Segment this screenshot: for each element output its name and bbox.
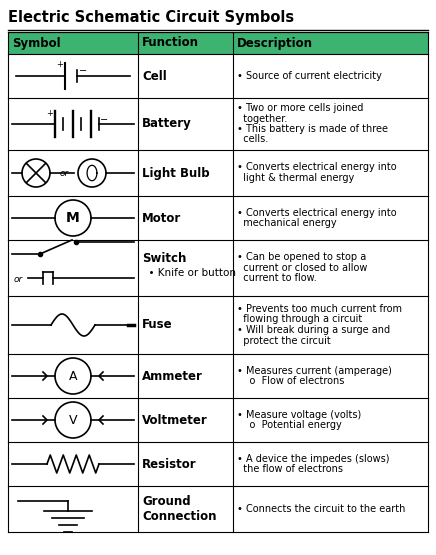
Text: Cell: Cell <box>142 69 167 83</box>
Text: cells.: cells. <box>237 134 268 144</box>
Text: −: − <box>79 66 87 76</box>
Text: −: − <box>100 115 108 125</box>
Text: o  Potential energy: o Potential energy <box>237 420 342 430</box>
Text: Light Bulb: Light Bulb <box>142 166 210 179</box>
Text: M: M <box>66 211 80 225</box>
Text: • Converts electrical energy into: • Converts electrical energy into <box>237 163 397 173</box>
Text: • Two or more cells joined: • Two or more cells joined <box>237 103 363 113</box>
Text: A: A <box>69 370 77 382</box>
Text: Ground
Connection: Ground Connection <box>142 495 217 523</box>
Text: or: or <box>59 169 68 179</box>
Text: o  Flow of electrons: o Flow of electrons <box>237 376 344 386</box>
Text: +: + <box>47 109 54 118</box>
Text: Description: Description <box>237 37 313 49</box>
Text: mechanical energy: mechanical energy <box>237 218 337 228</box>
Text: +: + <box>57 60 63 69</box>
Text: • Can be opened to stop a: • Can be opened to stop a <box>237 253 366 263</box>
Text: light & thermal energy: light & thermal energy <box>237 173 354 183</box>
Text: flowing through a circuit: flowing through a circuit <box>237 315 362 325</box>
Text: V: V <box>69 413 77 426</box>
Text: • Measures current (amperage): • Measures current (amperage) <box>237 366 392 376</box>
Text: • Prevents too much current from: • Prevents too much current from <box>237 304 402 314</box>
Text: Symbol: Symbol <box>12 37 61 49</box>
Text: or: or <box>14 275 23 285</box>
Text: Resistor: Resistor <box>142 457 197 471</box>
Text: • Source of current electricity: • Source of current electricity <box>237 70 382 80</box>
Text: Function: Function <box>142 37 199 49</box>
Text: Fuse: Fuse <box>142 319 173 331</box>
Bar <box>8 32 428 54</box>
Text: Voltmeter: Voltmeter <box>142 413 208 426</box>
Text: • Knife or button: • Knife or button <box>142 268 236 278</box>
Text: • Connects the circuit to the earth: • Connects the circuit to the earth <box>237 504 405 514</box>
Text: Battery: Battery <box>142 118 192 130</box>
Text: protect the circuit: protect the circuit <box>237 336 331 346</box>
Text: Ammeter: Ammeter <box>142 370 203 382</box>
Text: • Will break during a surge and: • Will break during a surge and <box>237 325 390 335</box>
Text: the flow of electrons: the flow of electrons <box>237 464 343 474</box>
Text: • Converts electrical energy into: • Converts electrical energy into <box>237 208 397 218</box>
Text: • This battery is made of three: • This battery is made of three <box>237 124 388 134</box>
Text: Motor: Motor <box>142 211 181 225</box>
Text: current or closed to allow: current or closed to allow <box>237 263 368 273</box>
Text: current to flow.: current to flow. <box>237 273 317 283</box>
Text: Switch: Switch <box>142 252 186 265</box>
Text: • Measure voltage (volts): • Measure voltage (volts) <box>237 410 361 420</box>
Text: • A device the impedes (slows): • A device the impedes (slows) <box>237 453 389 463</box>
Text: together.: together. <box>237 114 287 124</box>
Text: Electric Schematic Circuit Symbols: Electric Schematic Circuit Symbols <box>8 10 294 25</box>
